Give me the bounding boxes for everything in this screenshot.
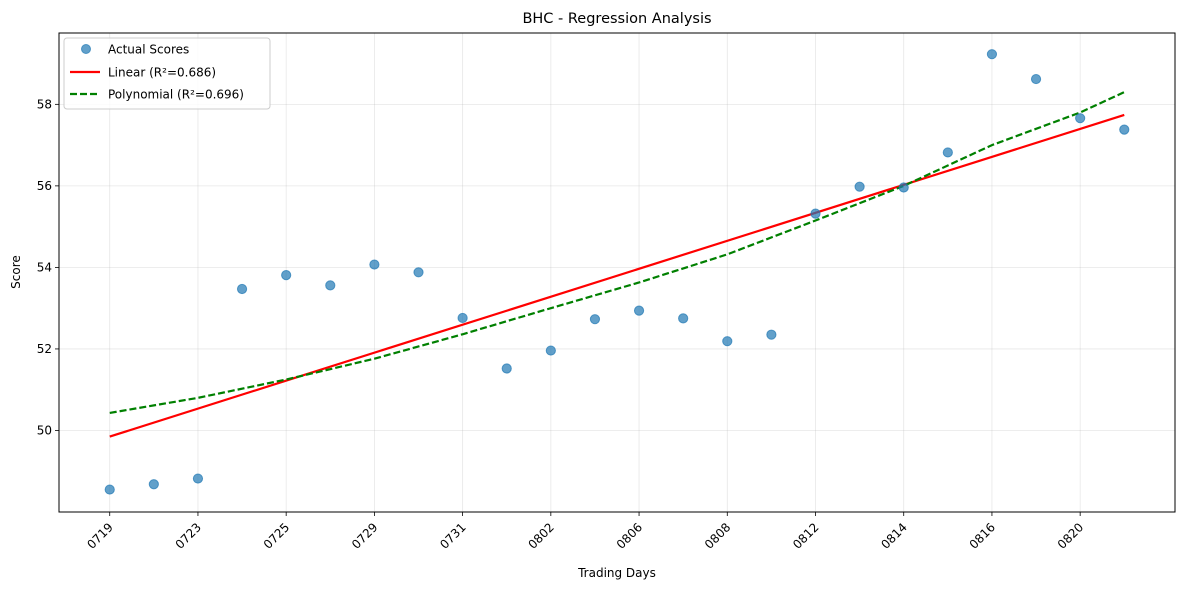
- regression-lines: [109, 91, 1125, 438]
- linear-fit-line: [109, 113, 1125, 438]
- legend-label-actual: Actual Scores: [108, 43, 189, 57]
- score-point: [722, 336, 733, 347]
- score-point: [1119, 124, 1130, 135]
- y-tick-label: 52: [37, 342, 52, 356]
- score-point: [678, 313, 689, 324]
- legend-marker-actual: [81, 44, 91, 54]
- score-point: [104, 484, 115, 495]
- score-point: [369, 259, 380, 270]
- score-point: [633, 305, 645, 316]
- legend-box: [63, 37, 271, 110]
- score-point: [854, 181, 865, 192]
- score-point: [192, 473, 204, 484]
- polynomial-fit-line: [109, 91, 1125, 415]
- y-axis-ticks: 50 52 54 56 58: [37, 97, 59, 437]
- score-point: [325, 280, 336, 291]
- score-point: [413, 267, 424, 278]
- chart-title: BHC - Regression Analysis: [522, 11, 711, 27]
- score-point: [148, 479, 159, 490]
- score-point: [545, 345, 556, 356]
- y-axis-label: Score: [9, 255, 23, 289]
- legend: Actual Scores Linear (R²=0.686) Polynomi…: [63, 37, 271, 110]
- y-tick-label: 50: [37, 423, 52, 437]
- grid: [59, 33, 1175, 512]
- score-point: [236, 283, 248, 295]
- score-point: [766, 329, 777, 340]
- score-point: [942, 147, 953, 158]
- score-point: [281, 270, 292, 281]
- y-tick-label: 58: [37, 97, 52, 111]
- y-tick-label: 54: [37, 260, 52, 274]
- score-point: [457, 312, 468, 324]
- score-point: [1030, 73, 1042, 85]
- legend-label-linear: Linear (R²=0.686): [108, 66, 216, 80]
- score-point: [501, 363, 512, 374]
- score-point: [589, 314, 601, 325]
- actual-score-points: [104, 49, 1130, 495]
- plot-frame: [58, 32, 1176, 513]
- score-point: [1075, 113, 1086, 124]
- legend-label-polynomial: Polynomial (R²=0.696): [108, 88, 244, 102]
- score-point: [810, 208, 821, 219]
- score-point: [898, 182, 909, 193]
- score-point: [986, 49, 998, 60]
- x-axis-label: Trading Days: [577, 566, 656, 580]
- y-tick-label: 56: [37, 179, 52, 193]
